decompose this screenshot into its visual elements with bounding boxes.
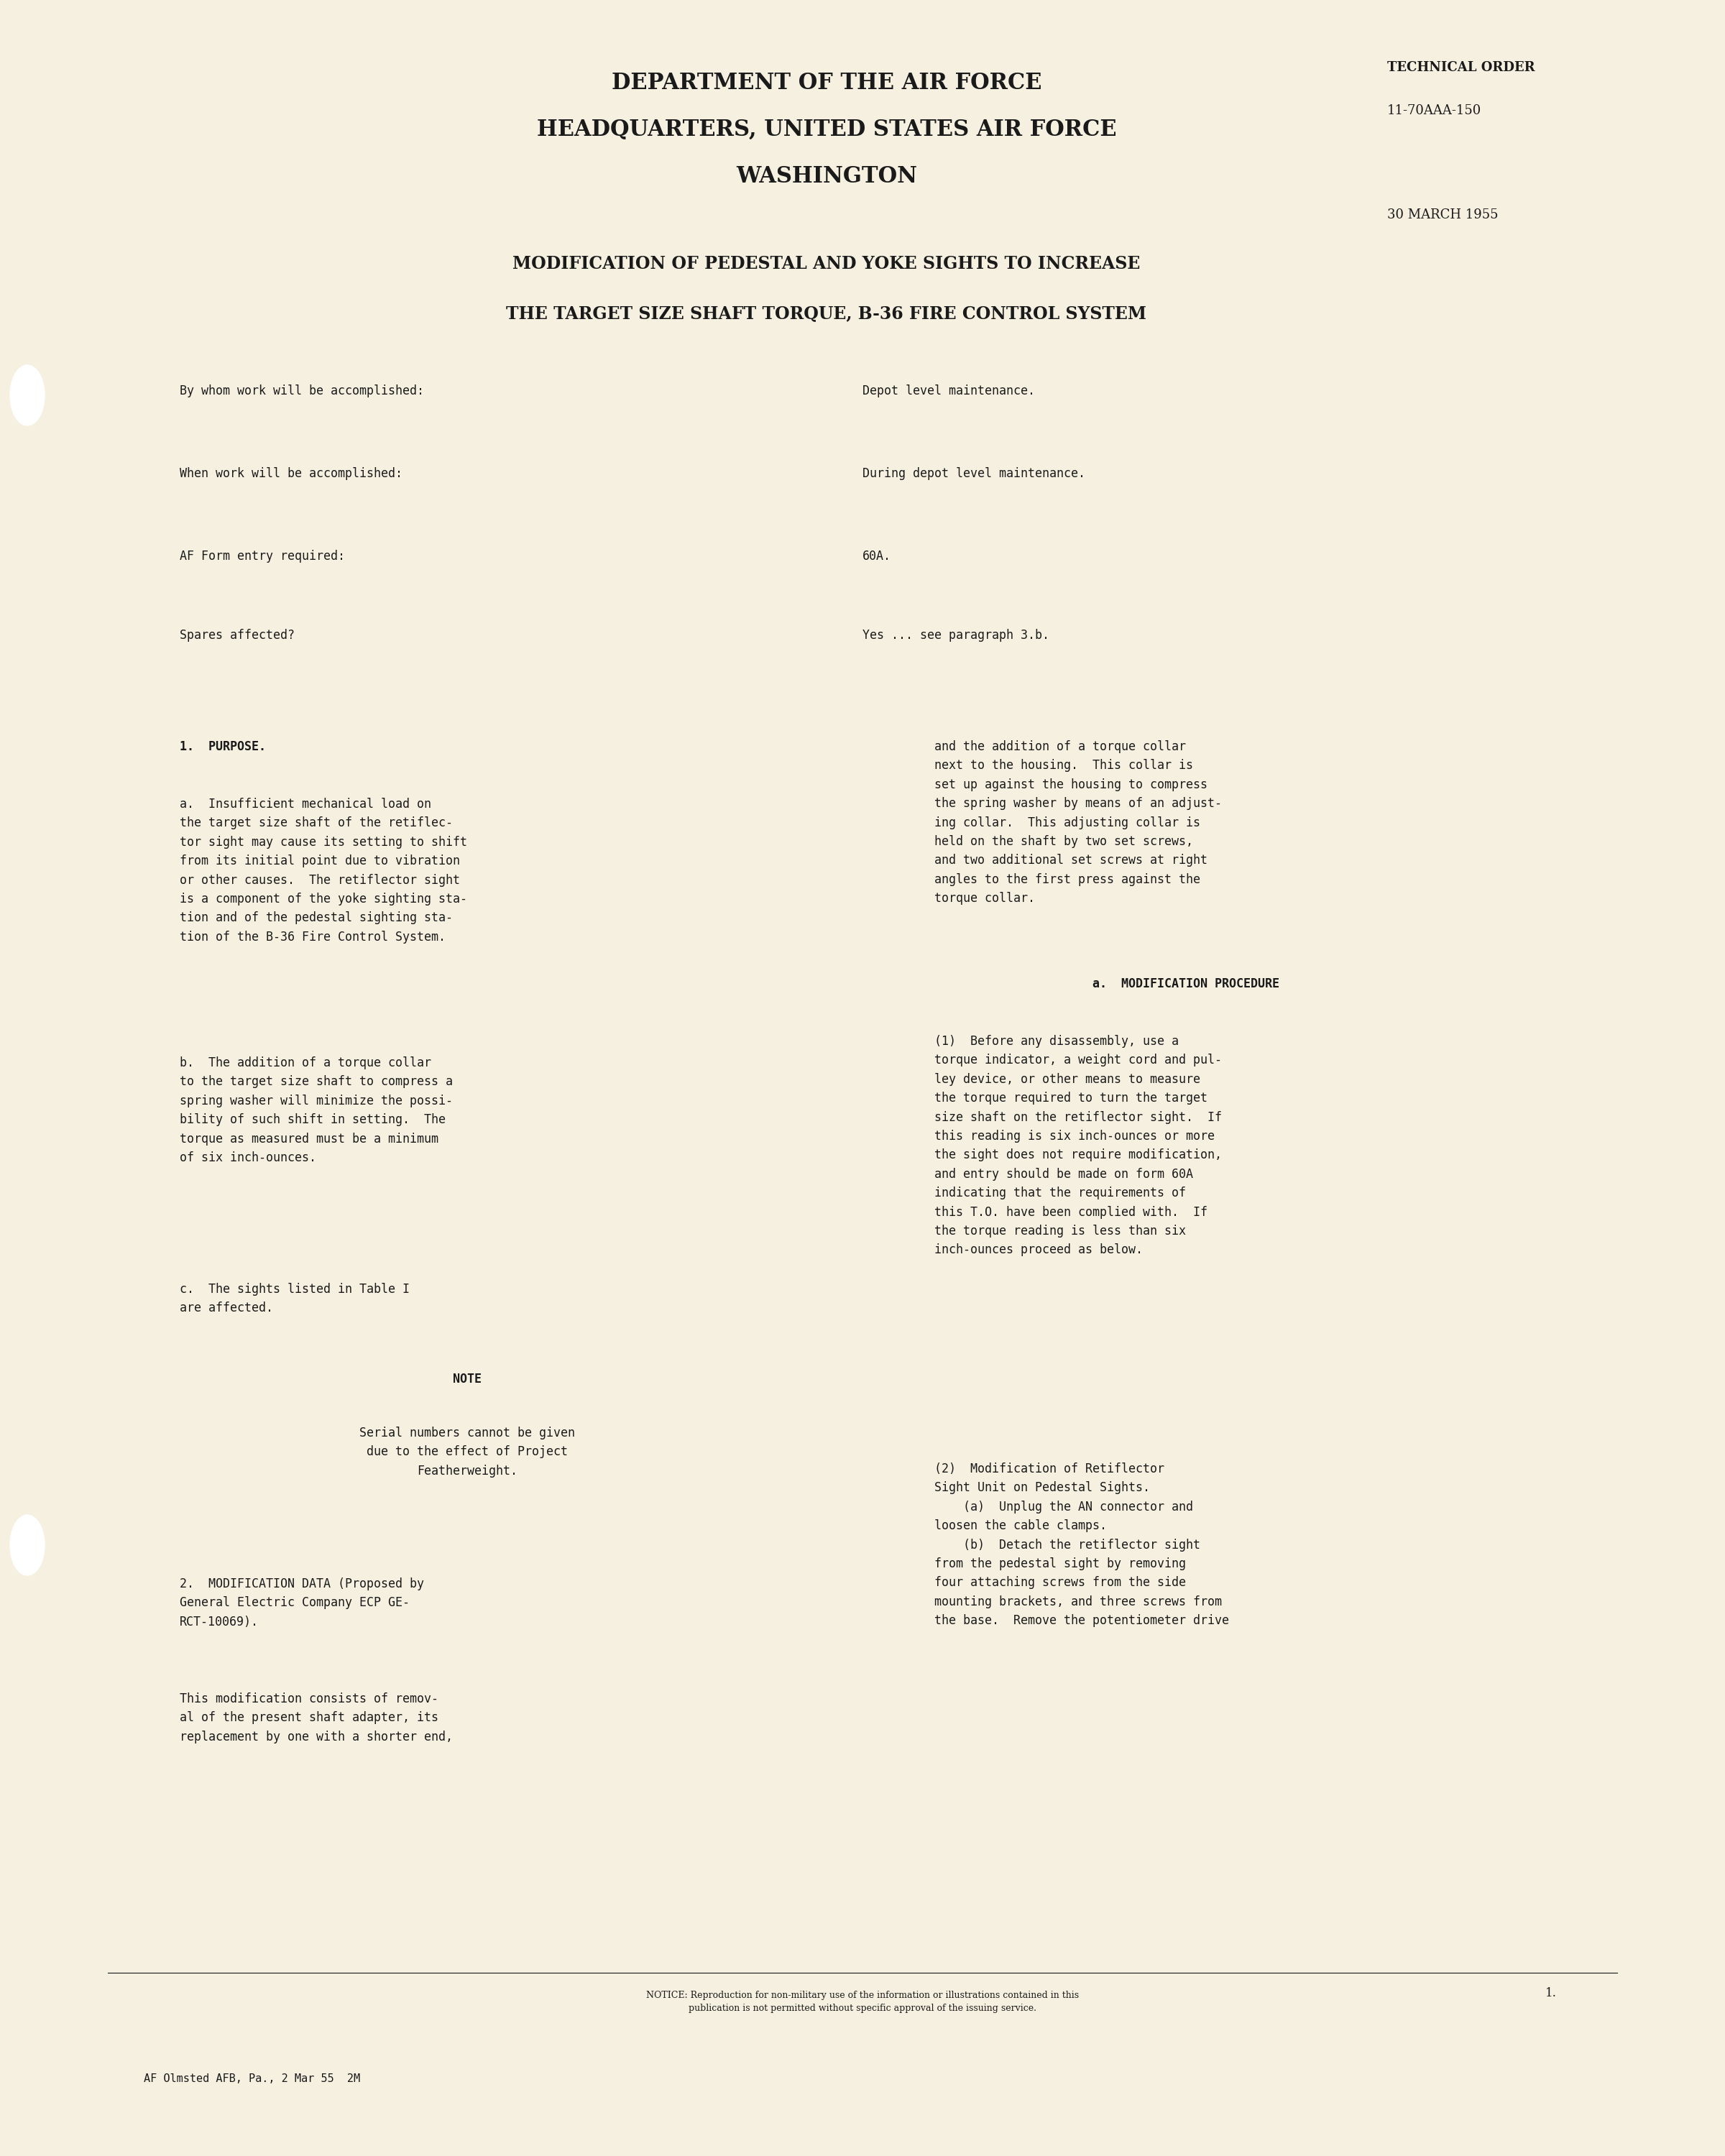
Text: When work will be accomplished:: When work will be accomplished: xyxy=(179,468,402,481)
Text: Depot level maintenance.: Depot level maintenance. xyxy=(862,384,1035,397)
Text: 11-70AAA-150: 11-70AAA-150 xyxy=(1387,103,1482,116)
Text: NOTE: NOTE xyxy=(452,1373,481,1386)
Text: Yes ... see paragraph 3.b.: Yes ... see paragraph 3.b. xyxy=(862,630,1049,642)
Text: AF Form entry required:: AF Form entry required: xyxy=(179,550,345,563)
Text: NOTICE: Reproduction for non-military use of the information or illustrations co: NOTICE: Reproduction for non-military us… xyxy=(647,1990,1078,2014)
Text: TECHNICAL ORDER: TECHNICAL ORDER xyxy=(1387,60,1535,73)
Text: This modification consists of remov-
al of the present shaft adapter, its
replac: This modification consists of remov- al … xyxy=(179,1692,452,1744)
Text: c.  The sights listed in Table I
are affected.: c. The sights listed in Table I are affe… xyxy=(179,1283,411,1315)
Text: DEPARTMENT OF THE AIR FORCE: DEPARTMENT OF THE AIR FORCE xyxy=(611,71,1042,95)
Text: 2.  MODIFICATION DATA (Proposed by
General Electric Company ECP GE-
RCT-10069).: 2. MODIFICATION DATA (Proposed by Genera… xyxy=(179,1578,424,1628)
Text: and the addition of a torque collar
next to the housing.  This collar is
set up : and the addition of a torque collar next… xyxy=(935,740,1221,906)
Text: HEADQUARTERS, UNITED STATES AIR FORCE: HEADQUARTERS, UNITED STATES AIR FORCE xyxy=(536,119,1116,140)
Text: Spares affected?: Spares affected? xyxy=(179,630,295,642)
Text: 60A.: 60A. xyxy=(862,550,892,563)
Text: Serial numbers cannot be given
due to the effect of Project
Featherweight.: Serial numbers cannot be given due to th… xyxy=(359,1427,574,1477)
Text: 1.: 1. xyxy=(1546,1988,1556,1999)
Ellipse shape xyxy=(10,364,45,425)
Text: WASHINGTON: WASHINGTON xyxy=(737,166,918,188)
Text: By whom work will be accomplished:: By whom work will be accomplished: xyxy=(179,384,424,397)
Text: 1.  PURPOSE.: 1. PURPOSE. xyxy=(179,740,266,752)
Text: a.  Insufficient mechanical load on
the target size shaft of the retiflec-
tor s: a. Insufficient mechanical load on the t… xyxy=(179,798,467,944)
Text: (2)  Modification of Retiflector
Sight Unit on Pedestal Sights.
    (a)  Unplug : (2) Modification of Retiflector Sight Un… xyxy=(935,1462,1228,1628)
Text: (1)  Before any disassembly, use a
torque indicator, a weight cord and pul-
ley : (1) Before any disassembly, use a torque… xyxy=(935,1035,1221,1257)
Text: a.  MODIFICATION PROCEDURE: a. MODIFICATION PROCEDURE xyxy=(1092,977,1280,990)
Text: 30 MARCH 1955: 30 MARCH 1955 xyxy=(1387,209,1499,222)
Ellipse shape xyxy=(10,1516,45,1576)
Text: MODIFICATION OF PEDESTAL AND YOKE SIGHTS TO INCREASE: MODIFICATION OF PEDESTAL AND YOKE SIGHTS… xyxy=(512,254,1140,272)
Text: b.  The addition of a torque collar
to the target size shaft to compress a
sprin: b. The addition of a torque collar to th… xyxy=(179,1056,452,1164)
Text: AF Olmsted AFB, Pa., 2 Mar 55  2M: AF Olmsted AFB, Pa., 2 Mar 55 2M xyxy=(143,2074,361,2085)
Text: THE TARGET SIZE SHAFT TORQUE, B-36 FIRE CONTROL SYSTEM: THE TARGET SIZE SHAFT TORQUE, B-36 FIRE … xyxy=(507,306,1147,323)
Text: During depot level maintenance.: During depot level maintenance. xyxy=(862,468,1085,481)
